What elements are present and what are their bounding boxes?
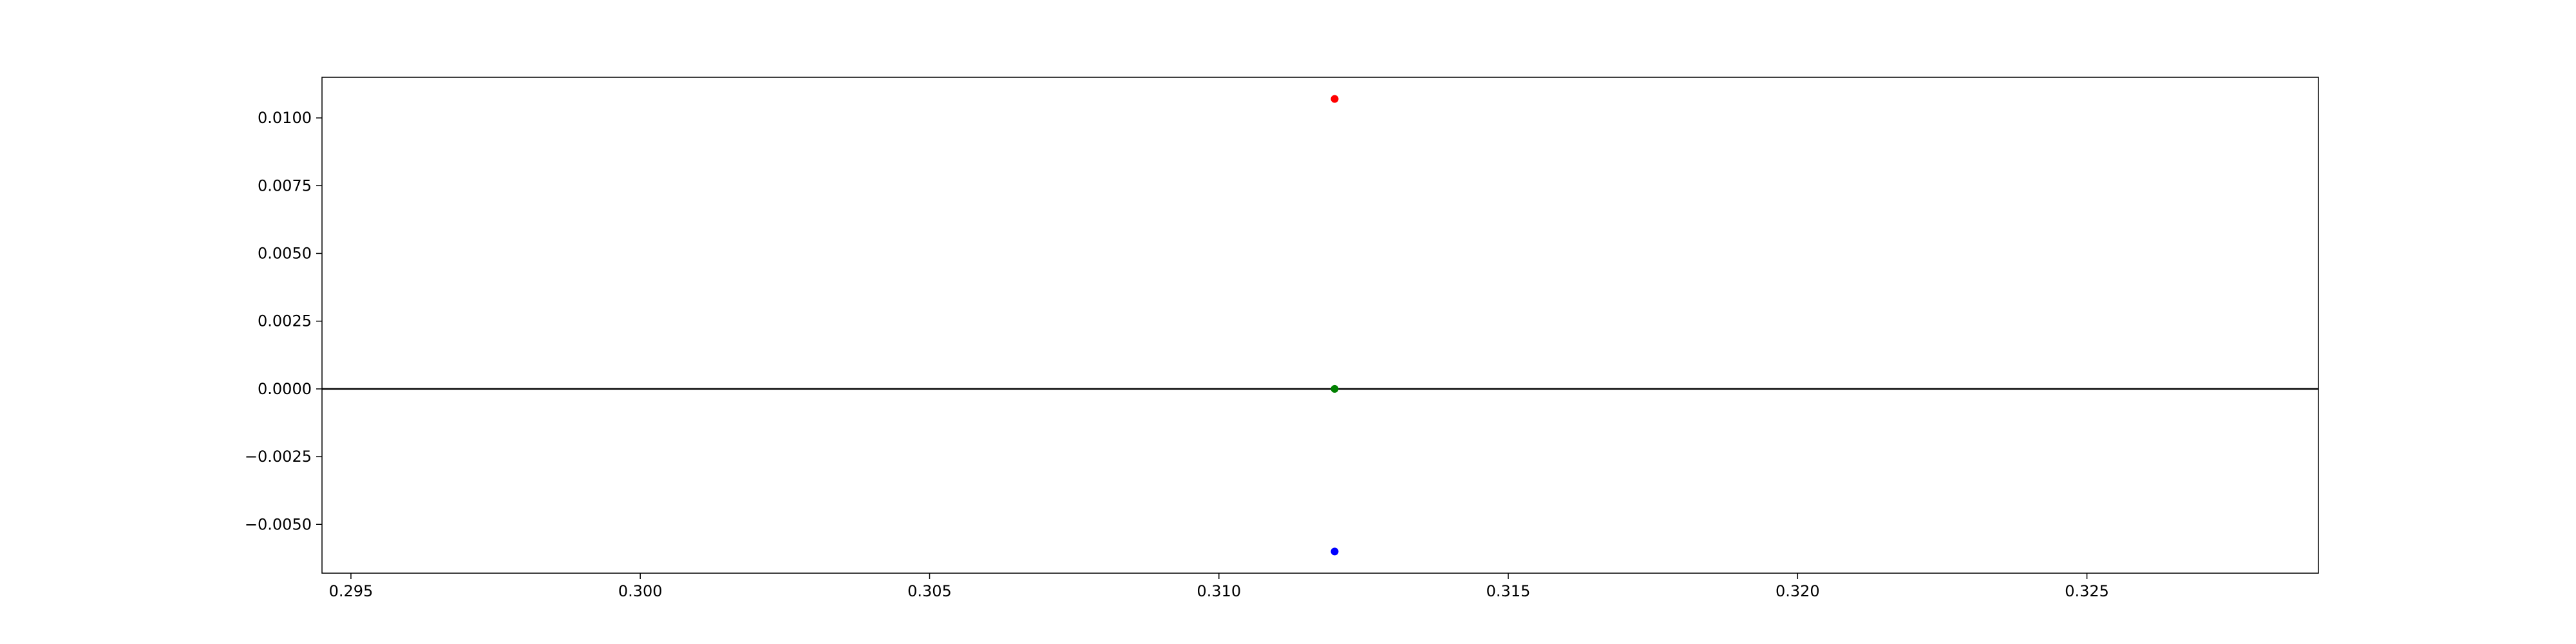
y-tick-label: 0.0075: [258, 176, 312, 194]
x-tick-label: 0.305: [907, 582, 952, 600]
x-tick-label: 0.300: [618, 582, 663, 600]
y-tick-label: −0.0025: [245, 448, 312, 466]
data-point-1: [1331, 95, 1339, 103]
y-tick-label: −0.0050: [245, 515, 312, 533]
y-axis: 0.0100 0.0075 0.0050 0.0025 0.0000 −0.0025 −0.…: [245, 109, 322, 533]
y-tick-label: 0.0050: [258, 244, 312, 262]
y-tick-label: 0.0000: [258, 380, 312, 398]
x-tick-label: 0.295: [329, 582, 374, 600]
y-tick-label: 0.0100: [258, 109, 312, 127]
x-tick-label: 0.310: [1197, 582, 1241, 600]
data-point-3: [1331, 547, 1339, 556]
x-tick-label: 0.320: [1776, 582, 1820, 600]
x-tick-label: 0.315: [1486, 582, 1531, 600]
plot-area-frame: [321, 77, 2319, 574]
data-point-2: [1331, 384, 1339, 393]
y-tick-label: 0.0025: [258, 312, 312, 330]
x-axis: 0.295 0.300 0.305 0.310 0.315 0.320 0.325: [329, 573, 2109, 600]
x-tick-label: 0.325: [2065, 582, 2109, 600]
data-points: [1331, 95, 1339, 556]
